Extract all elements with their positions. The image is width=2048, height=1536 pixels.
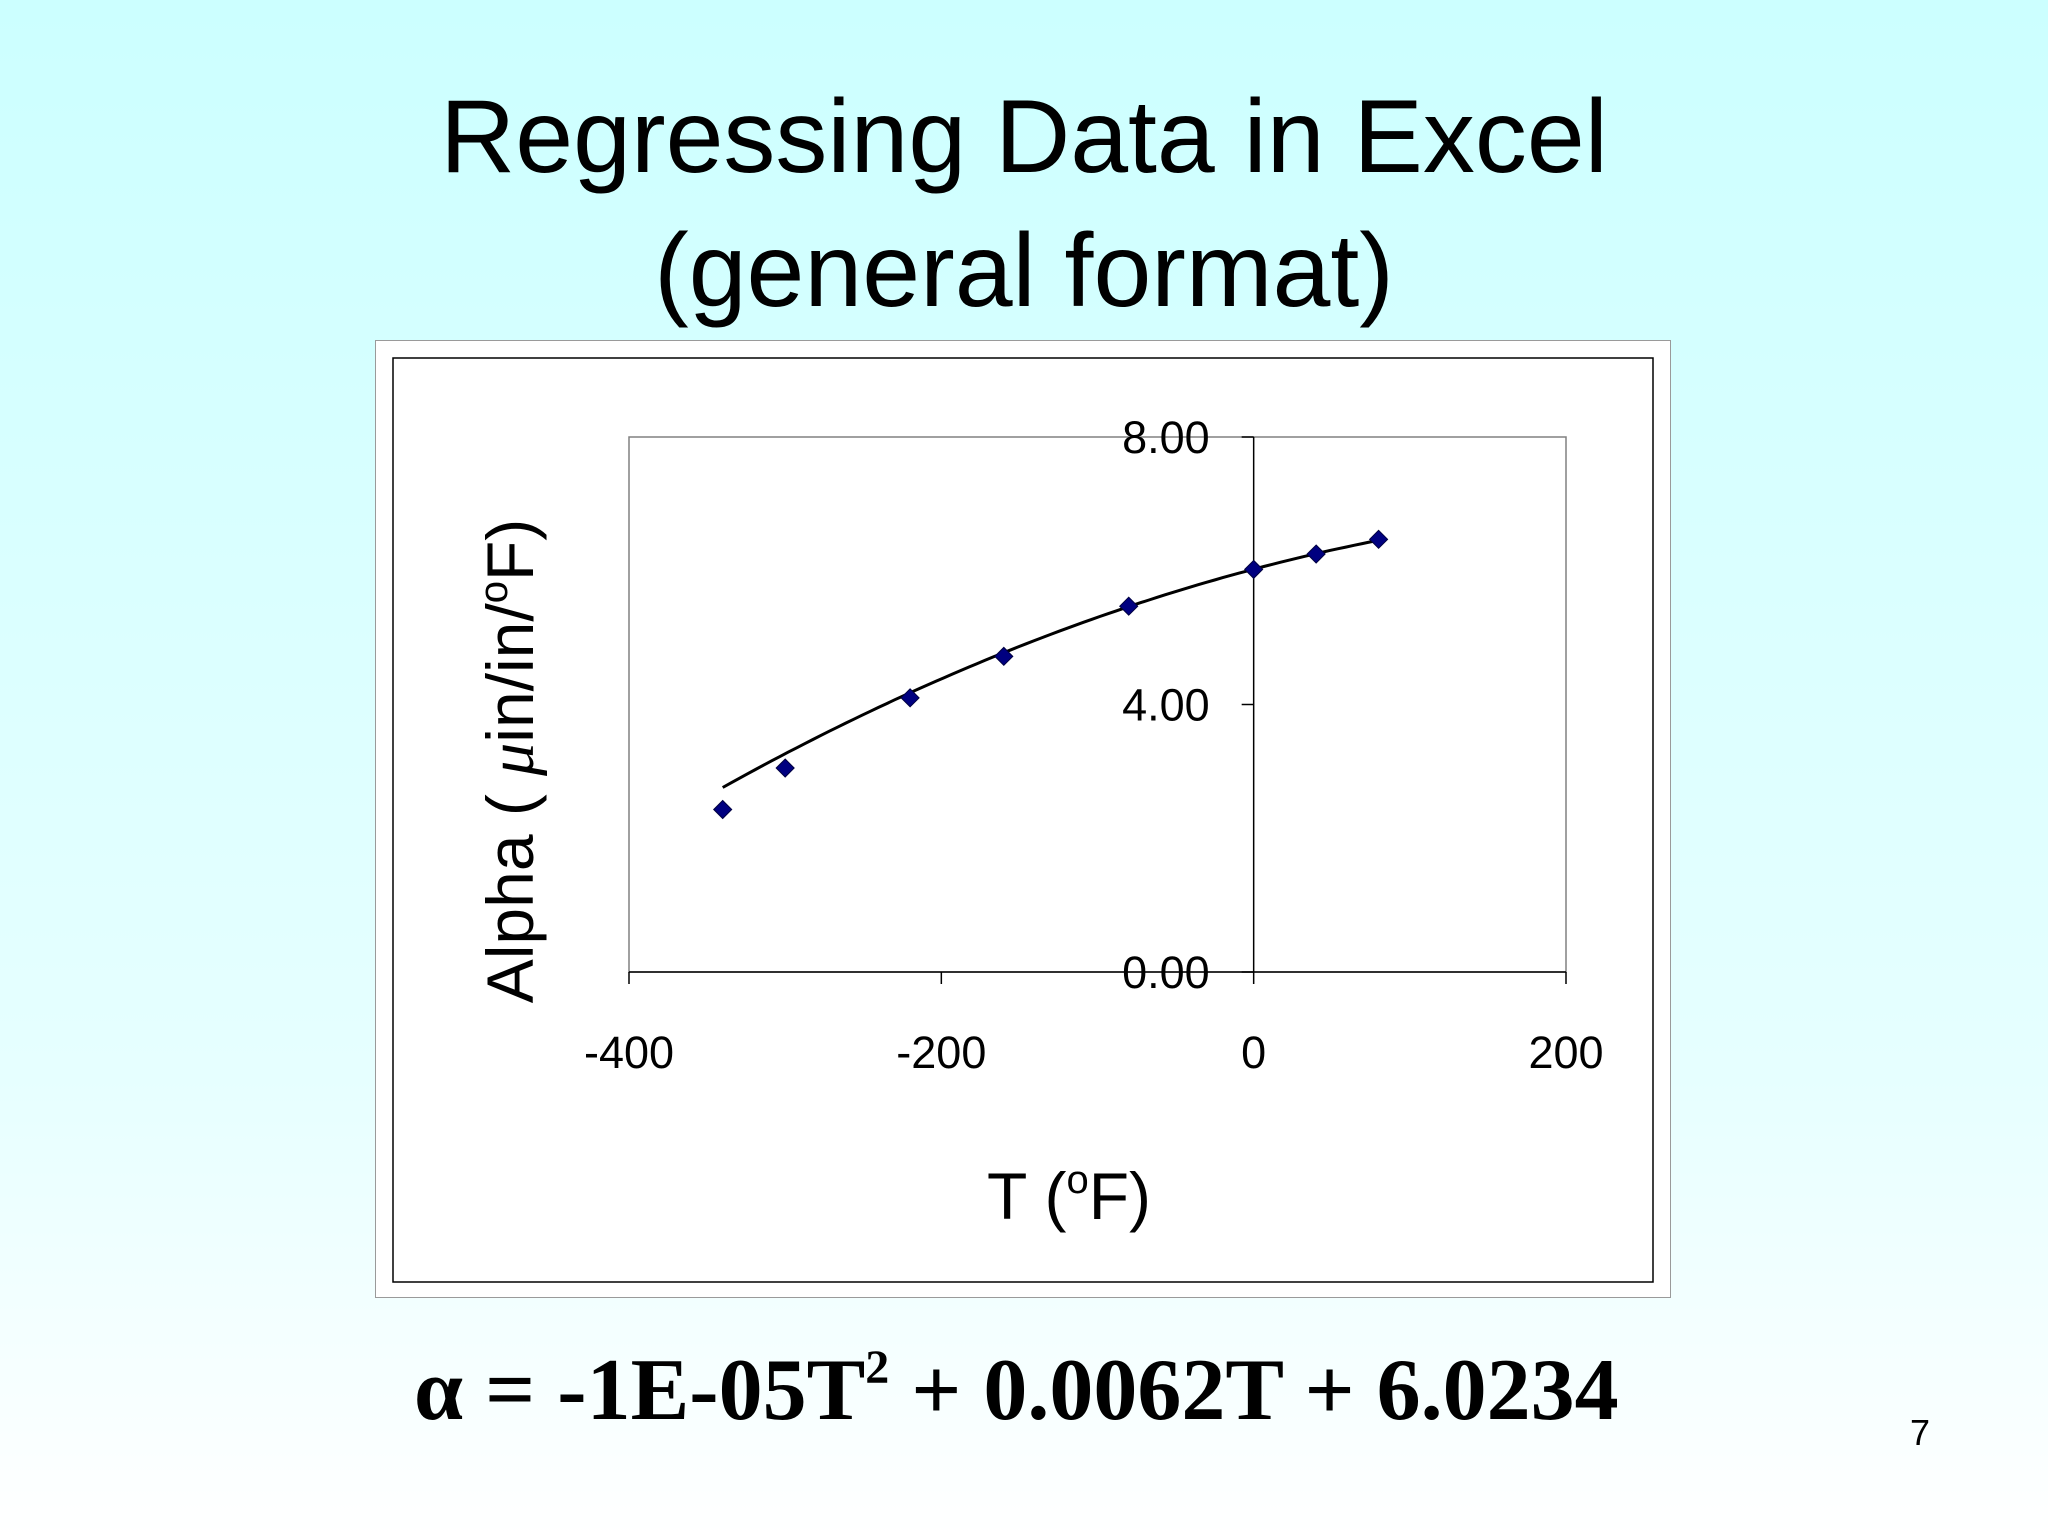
regression-equation: α = -1E-05T2 + 0.0062T + 6.0234 [414,1336,1619,1446]
data-point [1119,596,1139,616]
y-tick-label: 0.00 [1122,947,1210,998]
data-point [1306,544,1326,564]
x-axis-title-post: F) [1089,1159,1151,1233]
equation-exponent: 2 [865,1341,890,1394]
x-axis-title: T (oF) [987,1158,1151,1233]
slide-title-line-1: Regressing Data in Excel [440,79,1608,195]
equation-lhs: α = -1E-05T [414,1342,866,1439]
data-point [994,646,1014,667]
trendline-layer [721,538,1379,789]
x-tick-label: 0 [1241,1027,1266,1078]
equation-rhs: + 0.0062T + 6.0234 [889,1342,1619,1439]
axes [628,436,1567,984]
page-number: 7 [1909,1412,1930,1453]
y-tick-label: 8.00 [1122,412,1210,463]
data-point [775,758,795,778]
y-axis-title-mid: in/in/ [473,603,547,743]
slide-title-line-2: (general format) [654,213,1394,329]
slide-title: Regressing Data in Excel (general format… [0,70,2048,338]
x-tick-label: -400 [584,1027,674,1078]
data-point [712,799,733,820]
x-tick-label: -200 [896,1027,986,1078]
y-axis-title-pre: Alpha ( [473,776,547,1003]
chart-frame: -400 -200 0 200 0.00 4.00 8.00 T (oF) Alpha ( … [375,340,1671,1298]
data-point [1368,529,1389,550]
data-point [900,688,920,708]
y-axis-title: Alpha ( μin/in/oF) [472,519,548,1004]
x-tick-label: 200 [1528,1027,1603,1078]
x-axis-title-degree: o [1066,1158,1088,1202]
y-axis-title-mu: μ [475,743,548,777]
x-axis-title-pre: T ( [987,1159,1066,1233]
y-axis-title-degree: o [472,581,516,603]
polynomial-trendline [721,538,1379,789]
chart-area-border [392,357,1654,1283]
plot-area [628,436,1567,973]
data-points [712,529,1389,820]
y-tick-label: 4.00 [1122,680,1210,731]
y-axis-title-post: F) [473,519,547,581]
data-point [1243,559,1264,580]
tick-labels: -400 -200 0 200 0.00 4.00 8.00 [584,412,1604,1078]
